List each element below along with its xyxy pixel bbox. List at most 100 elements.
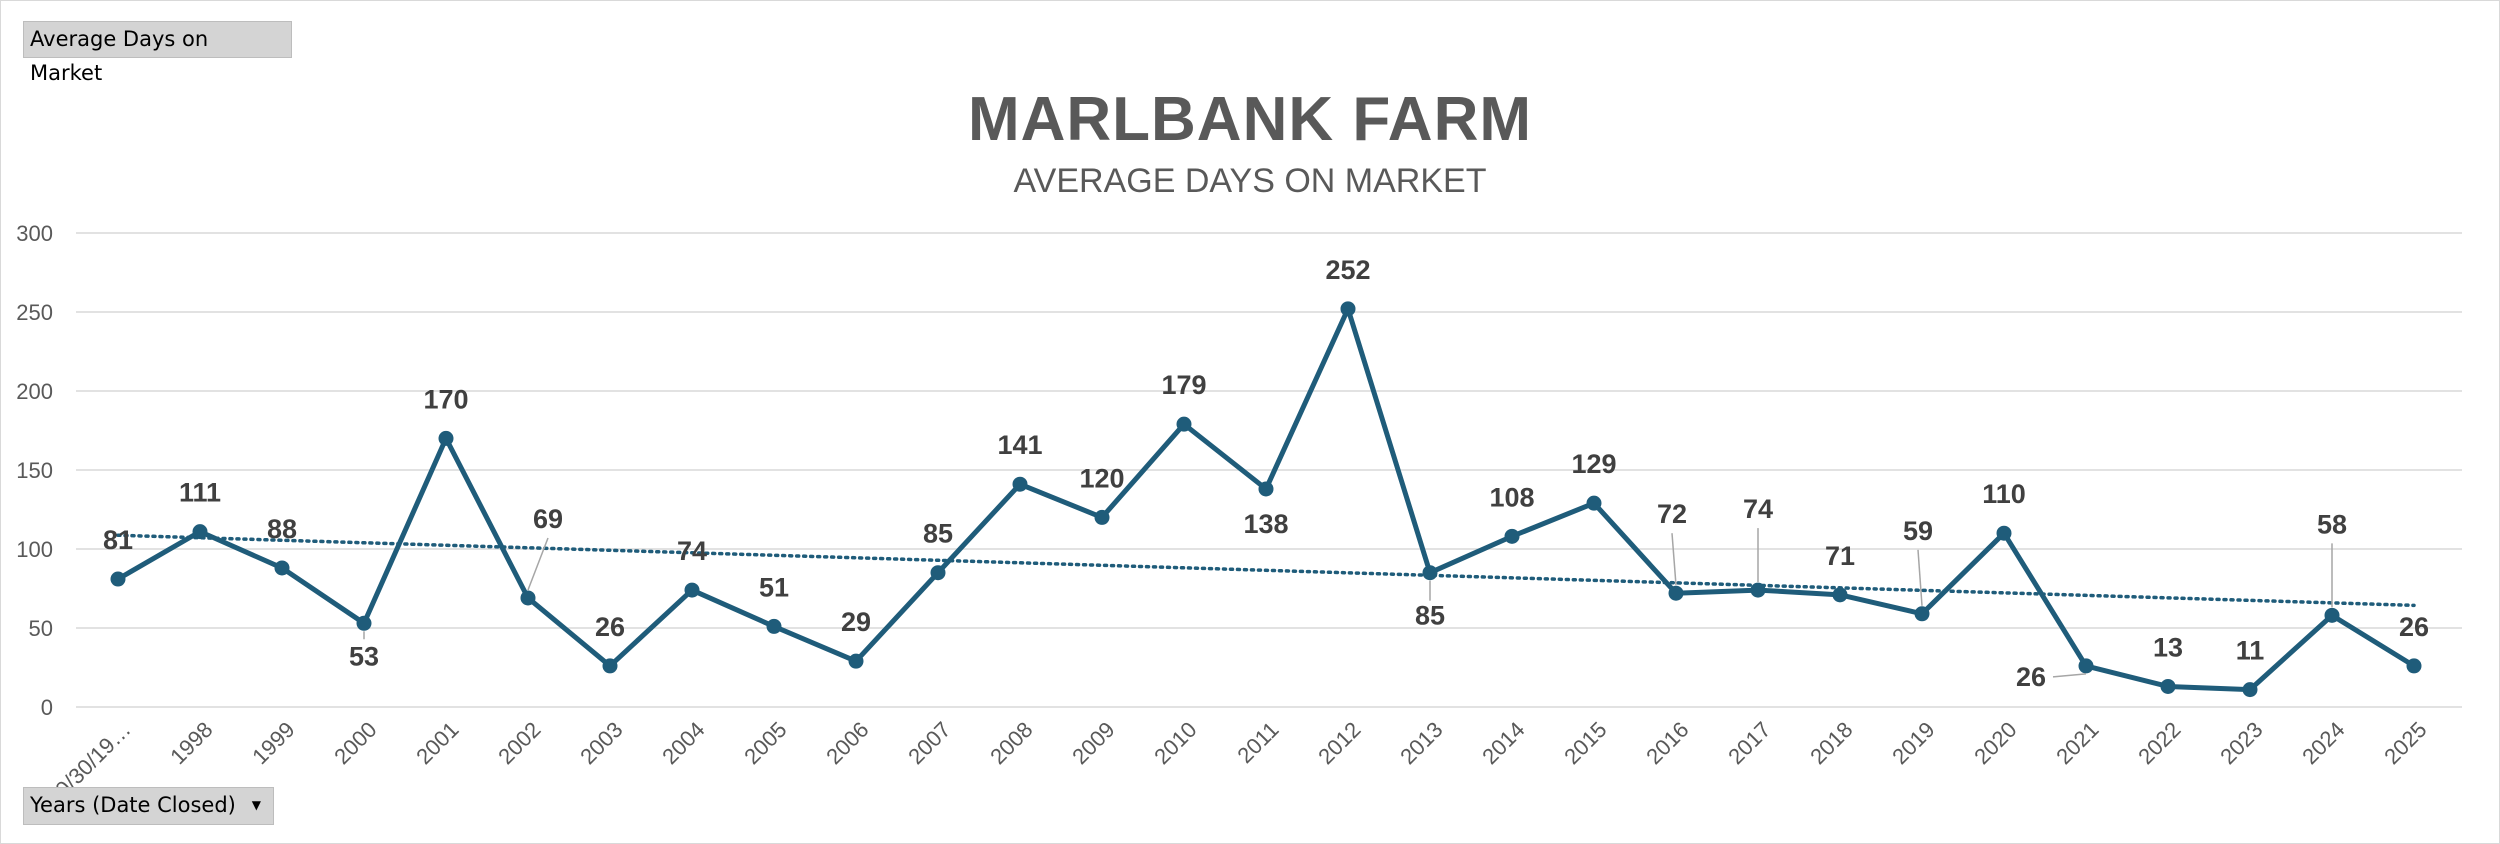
trendline — [116, 533, 2416, 608]
x-tick-label: 2005 — [739, 717, 791, 769]
x-tick-label: 2000 — [329, 717, 381, 769]
data-label: 141 — [997, 430, 1042, 460]
data-labels: 81 111 88 53 170 69 26 74 51 29 85 141 120 179 138 252 8… — [103, 255, 2429, 692]
data-point[interactable] — [2406, 658, 2422, 674]
chart-subtitle: AVERAGE DAYS ON MARKET — [1013, 162, 1487, 200]
y-axis-ticks: 0 50 100 150 200 250 300 — [16, 221, 53, 720]
dropdown-arrow-icon[interactable]: ▼ — [251, 798, 261, 812]
data-label: 129 — [1571, 449, 1616, 479]
x-tick-label: 2017 — [1723, 717, 1775, 769]
data-point[interactable] — [110, 571, 126, 587]
leader-line — [2052, 673, 2087, 678]
data-label: 53 — [349, 641, 379, 671]
data-point[interactable] — [356, 615, 372, 631]
x-tick-label: 2011 — [1232, 717, 1283, 768]
x-tick-label: 2020 — [1969, 717, 2021, 769]
data-point[interactable] — [1996, 525, 2012, 541]
y-tick-label: 50 — [29, 616, 53, 641]
data-point[interactable] — [848, 653, 864, 669]
data-label: 11 — [2236, 636, 2265, 666]
data-label: 85 — [923, 519, 953, 549]
y-tick-label: 250 — [16, 300, 53, 325]
chart-title: MARLBANK FARM — [967, 85, 1533, 154]
data-point[interactable] — [930, 565, 946, 581]
data-point[interactable] — [1750, 582, 1766, 598]
data-label: 138 — [1243, 509, 1288, 539]
y-tick-label: 200 — [16, 379, 53, 404]
axis-field-button[interactable]: Years (Date Closed) ▼ — [23, 787, 274, 825]
data-point[interactable] — [1832, 587, 1848, 603]
data-label: 72 — [1657, 499, 1687, 529]
data-point[interactable] — [1504, 528, 1520, 544]
data-point[interactable] — [520, 590, 536, 606]
leader-line — [527, 537, 549, 591]
data-point[interactable] — [1094, 509, 1110, 525]
data-label: 74 — [1743, 494, 1773, 524]
data-point[interactable] — [1914, 606, 1930, 622]
x-axis-ticks: 0/30/19… 1998 1999 2000 2001 2002 2003 2004 2005… — [50, 717, 2431, 802]
x-tick-label: 2021 — [2051, 717, 2103, 769]
data-label: 252 — [1325, 255, 1370, 285]
x-tick-label: 2016 — [1641, 717, 1693, 769]
data-point[interactable] — [2078, 658, 2094, 674]
data-label: 170 — [423, 384, 468, 414]
data-point[interactable] — [1176, 416, 1192, 432]
y-tick-label: 300 — [16, 221, 53, 246]
data-label: 111 — [179, 478, 221, 508]
data-point[interactable] — [602, 658, 618, 674]
data-label: 59 — [1903, 516, 1933, 546]
x-tick-label: 2022 — [2133, 717, 2185, 769]
data-point[interactable] — [2160, 678, 2176, 694]
axis-field-label: Years (Date Closed) — [30, 793, 236, 817]
data-label: 179 — [1161, 370, 1206, 400]
data-label: 26 — [2399, 612, 2429, 642]
data-label: 85 — [1415, 601, 1445, 631]
x-tick-label: 2013 — [1395, 717, 1447, 769]
data-label: 110 — [1982, 479, 2026, 509]
x-tick-label: 2004 — [657, 717, 709, 769]
x-tick-label: 2006 — [821, 717, 873, 769]
data-label: 74 — [677, 536, 707, 566]
values-field-label: Average Days on Market — [30, 27, 209, 85]
leader-line — [1671, 533, 1677, 586]
data-label: 26 — [2016, 662, 2046, 692]
data-point[interactable] — [1668, 585, 1684, 601]
series-group — [110, 301, 2422, 698]
x-tick-label: 1998 — [165, 717, 217, 769]
data-label: 13 — [2153, 632, 2183, 662]
values-field-button[interactable]: Average Days on Market — [23, 21, 292, 85]
y-tick-label: 150 — [16, 458, 53, 483]
x-tick-label: 2025 — [2379, 717, 2431, 769]
x-tick-label: 2012 — [1313, 717, 1365, 769]
x-tick-label: 2007 — [903, 717, 955, 769]
y-tick-label: 100 — [16, 537, 53, 562]
x-tick-label: 2014 — [1477, 717, 1529, 769]
data-label: 88 — [267, 514, 297, 544]
data-point[interactable] — [192, 524, 208, 540]
data-label: 69 — [533, 504, 563, 534]
x-tick-label: 2008 — [985, 717, 1037, 769]
x-tick-label: 2001 — [411, 717, 463, 769]
x-tick-label: 2024 — [2297, 717, 2349, 769]
x-tick-label: 1999 — [247, 717, 299, 769]
data-point[interactable] — [1258, 481, 1274, 497]
x-tick-label: 2002 — [493, 717, 545, 769]
data-point[interactable] — [274, 560, 290, 576]
data-point[interactable] — [1422, 565, 1438, 581]
data-point[interactable] — [684, 582, 700, 598]
data-point[interactable] — [1340, 301, 1356, 317]
x-tick-label: 2003 — [575, 717, 627, 769]
data-label: 29 — [841, 607, 871, 637]
data-label: 58 — [2317, 509, 2347, 539]
data-point[interactable] — [1586, 495, 1602, 511]
x-tick-label: 2019 — [1887, 717, 1939, 769]
data-label: 120 — [1079, 463, 1124, 493]
data-point[interactable] — [2324, 607, 2340, 623]
trendline-group — [116, 533, 2416, 608]
data-point[interactable] — [1012, 476, 1028, 492]
data-label: 26 — [595, 612, 625, 642]
data-point[interactable] — [766, 618, 782, 634]
data-point[interactable] — [438, 430, 454, 446]
x-tick-label: 2010 — [1149, 717, 1201, 769]
data-point[interactable] — [2242, 682, 2258, 698]
